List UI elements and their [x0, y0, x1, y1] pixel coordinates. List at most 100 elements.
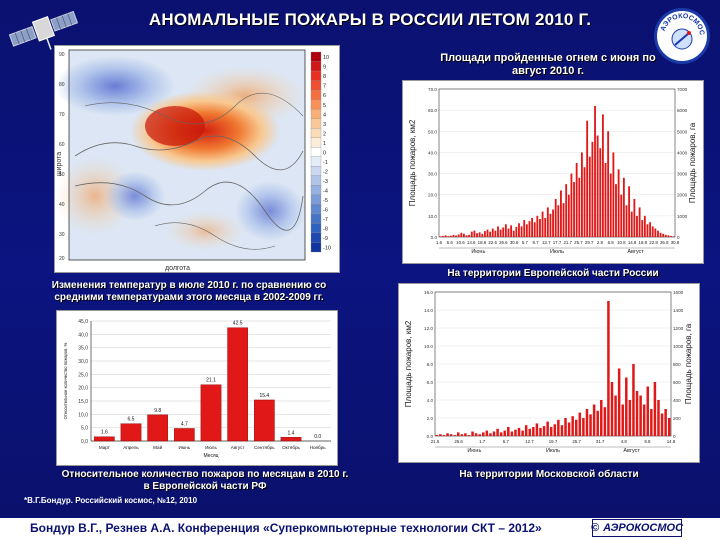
- x-tick: 1.7: [479, 439, 486, 444]
- y-axis-label: Площадь пожаров, км2: [408, 119, 417, 206]
- bar: [553, 424, 557, 436]
- bar: [620, 194, 623, 237]
- bar: [649, 222, 652, 237]
- bar: [670, 235, 672, 237]
- bar: [622, 177, 625, 237]
- svg-text:30: 30: [59, 232, 65, 238]
- plot-frame: [438, 88, 676, 238]
- x-tick: Август: [231, 445, 246, 450]
- bar: [455, 235, 457, 237]
- bar-value-label: 1.4: [288, 430, 295, 436]
- bar: [173, 428, 195, 442]
- y-tick: 25,0: [78, 372, 88, 378]
- y-tick-right: 5000: [677, 129, 688, 134]
- svg-text:60: 60: [59, 142, 65, 148]
- bar: [528, 221, 531, 237]
- bar: [635, 391, 639, 436]
- bar: [571, 416, 574, 436]
- bar: [625, 205, 628, 237]
- colorbar-tick: 0: [323, 150, 326, 156]
- bar: [607, 301, 610, 436]
- y-tick: 30.0: [428, 172, 437, 177]
- y-tick-right: 1000: [677, 214, 688, 219]
- y-tick: 14.0: [424, 308, 433, 313]
- x-tick: 30.8: [671, 240, 680, 245]
- bar: [554, 198, 557, 237]
- bar: [507, 427, 510, 436]
- x-tick: Сентябрь: [254, 445, 275, 450]
- bar: [546, 207, 549, 237]
- y-axis-label-right: Площадь пожаров, га: [684, 323, 693, 404]
- y-tick: 16.0: [424, 290, 433, 295]
- colorbar-swatch: [310, 128, 322, 138]
- colorbar-swatch: [310, 166, 322, 176]
- bar: [481, 233, 484, 237]
- bar: [604, 163, 607, 237]
- y-tick: 12.0: [424, 326, 433, 331]
- colorbar-swatch: [310, 80, 322, 91]
- bar: [536, 215, 539, 237]
- bar: [549, 213, 552, 237]
- bar: [510, 225, 513, 237]
- bar: [596, 410, 599, 436]
- y-axis-label: Относительное количество пожаров, %: [63, 342, 68, 419]
- colorbar-tick: 4: [323, 112, 326, 118]
- aerocosmos-badge: © АЭРОКОСМОС: [591, 519, 683, 537]
- colorbar-tick: 8: [323, 74, 326, 80]
- bar: [544, 217, 547, 237]
- bar: [567, 194, 570, 237]
- bar: [515, 226, 518, 237]
- bar-value-label: 42.5: [233, 321, 243, 327]
- bar: [524, 425, 528, 436]
- bar: [638, 207, 641, 237]
- svg-text:90: 90: [59, 52, 65, 58]
- europe-chart-panel: 0.0 0 10.0 1000 20.0 2000 30.0 3000 40.0 4000 50.0…: [402, 80, 704, 264]
- bar: [603, 407, 607, 436]
- bar: [444, 235, 447, 237]
- colorbar-tick: -5: [323, 198, 328, 204]
- bar: [439, 434, 442, 436]
- moscow-fires-chart: 0.0 0 2.0 200 4.0 400 6.0 600 8.0 800 10.0 1000 12.0…: [404, 290, 693, 454]
- bar: [456, 432, 460, 436]
- colorbar-tick: -4: [323, 188, 328, 194]
- colorbar-tick: -8: [323, 227, 328, 233]
- aerocosmos-logo: АЭРОКОСМОС: [654, 8, 710, 64]
- colorbar-tick: 10: [323, 55, 329, 61]
- y-tick-right: 1200: [673, 326, 684, 331]
- bar: [453, 435, 456, 436]
- bar: [542, 426, 546, 436]
- bar: [633, 198, 636, 237]
- bar: [470, 231, 473, 237]
- bar: [628, 400, 632, 436]
- bar: [662, 233, 665, 237]
- y-tick-right: 0: [677, 235, 680, 240]
- y-tick: 5,0: [81, 426, 88, 432]
- y-tick-right: 6000: [677, 108, 688, 113]
- x-axis-label: Месяц: [203, 453, 218, 459]
- bar: [147, 414, 168, 442]
- bar: [457, 234, 460, 237]
- bar: [596, 135, 599, 237]
- colorbar-tick: 6: [323, 93, 326, 99]
- bar: [573, 182, 575, 237]
- colorbar-tick: 5: [323, 103, 326, 109]
- y-tick-right: 400: [673, 398, 681, 403]
- bar: [478, 434, 481, 436]
- x-tick: 10.8: [617, 240, 626, 245]
- bar: [560, 425, 564, 436]
- colorbar-tick: 7: [323, 84, 326, 90]
- x-tick: Март: [99, 445, 111, 450]
- x-tick: 6.6: [447, 240, 454, 245]
- bar: [447, 236, 450, 237]
- x-tick: 21.6: [431, 439, 440, 444]
- x-tick: 6.8: [608, 240, 615, 245]
- bar: [489, 231, 492, 237]
- y-tick: 10,0: [78, 412, 88, 418]
- x-tick: 18.6: [478, 240, 487, 245]
- bar: [468, 234, 471, 237]
- y-tick-right: 7000: [677, 87, 688, 92]
- map-ylabel: широта: [56, 152, 63, 176]
- bar: [539, 427, 542, 436]
- bar: [449, 434, 453, 436]
